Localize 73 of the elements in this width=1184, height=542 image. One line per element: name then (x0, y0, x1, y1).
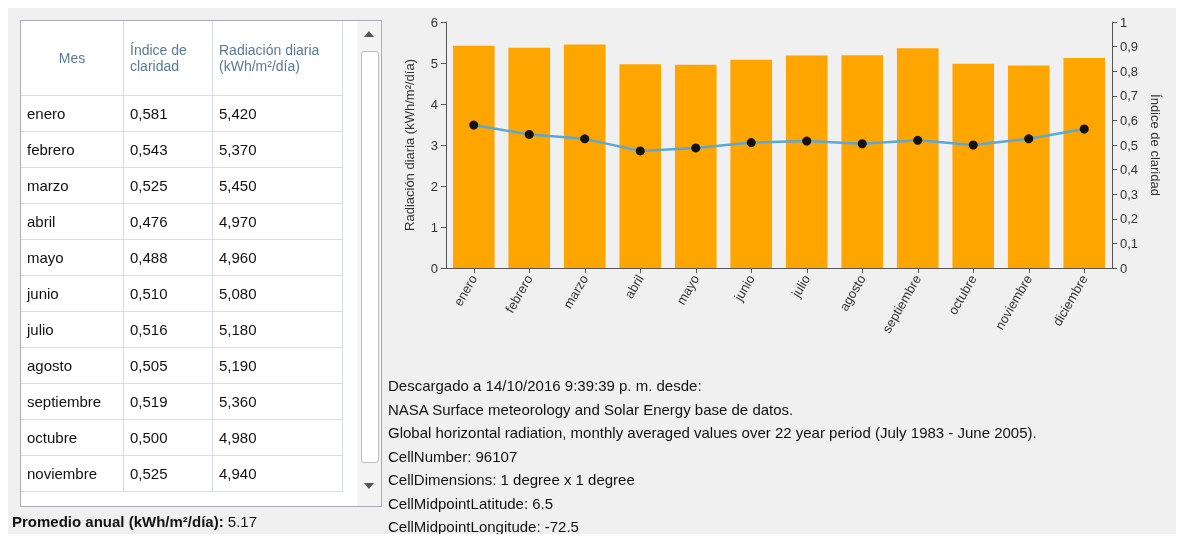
text: CellMidpointLatitude: 6.5 (388, 493, 555, 514)
y2-tick-label: 0,2 (1120, 211, 1139, 227)
y-tick-label: 6 (430, 14, 438, 30)
text: 5,080 (212, 275, 343, 312)
text: 5,450 (212, 167, 343, 204)
y2-tick-label: 0,6 (1120, 112, 1139, 128)
y2-tick-label: 0,5 (1120, 137, 1139, 153)
text: 4,960 (212, 239, 343, 276)
bar (730, 59, 773, 268)
text: 0,505 (123, 347, 213, 384)
y2-tick-label: 1 (1120, 14, 1128, 30)
bar (1007, 65, 1050, 268)
text: octubre (21, 419, 124, 456)
text: agosto (21, 347, 124, 384)
bar (1063, 58, 1106, 268)
text: Índice de claridad (123, 21, 213, 96)
bar (952, 63, 995, 268)
text: 5,370 (212, 131, 343, 168)
text: 0,500 (123, 419, 213, 456)
text: 5,180 (212, 311, 343, 348)
text: enero (21, 95, 124, 132)
text: 4,940 (212, 455, 343, 492)
text: 4,970 (212, 203, 343, 240)
text: 5,190 (212, 347, 343, 384)
text: mayo (21, 239, 124, 276)
text: NASA Surface meteorology and Solar Energy base de datos. (388, 399, 795, 420)
y-tick-label: 4 (430, 96, 438, 112)
text: 0,516 (123, 311, 213, 348)
text: febrero (21, 131, 124, 168)
y2-tick-label: 0,9 (1120, 39, 1139, 55)
text: Radiación diaria (kWh/m²/día) (212, 21, 343, 96)
bar (785, 55, 828, 268)
text: abril (21, 203, 124, 240)
text: noviembre (21, 455, 124, 492)
bar (896, 48, 939, 268)
bar (619, 64, 662, 268)
text: CellDimensions: 1 degree x 1 degree (388, 470, 636, 490)
bar (508, 47, 551, 268)
text: 0,519 (123, 383, 213, 420)
text: 0,543 (123, 131, 213, 168)
y2-tick-label: 0 (1120, 260, 1128, 276)
text: 0,525 (123, 167, 213, 204)
text: 0,476 (123, 203, 213, 240)
bar (452, 45, 495, 268)
text: 4,980 (212, 419, 343, 456)
y-tick-label: 0 (430, 260, 438, 276)
text: Mes (21, 21, 124, 96)
y2-tick-label: 0,3 (1120, 186, 1139, 202)
text: 0,510 (123, 275, 213, 312)
y2-tick-label: 0,1 (1120, 235, 1139, 251)
text: Global horizontal radiation, monthly averaged values over 22 year period (July 1983 - June 2005). (388, 423, 1037, 443)
y-tick-label: 3 (430, 137, 438, 153)
y2-axis-title: Índice de claridad (1147, 94, 1163, 196)
text: 0,488 (123, 239, 213, 276)
bar (563, 44, 606, 268)
text: 5,360 (212, 383, 343, 420)
text: septiembre (21, 383, 124, 420)
y-tick-label: 1 (430, 219, 438, 235)
bar (841, 55, 884, 268)
text: 0,525 (123, 455, 213, 492)
text: Descargado a 14/10/2016 9:39:39 p. m. desde: (388, 376, 703, 396)
bar (674, 64, 717, 268)
y2-tick-label: 0,7 (1120, 88, 1139, 104)
y-tick-label: 5 (430, 55, 438, 71)
y2-tick-label: 0,4 (1120, 162, 1139, 178)
text: 0,581 (123, 95, 213, 132)
text: CellNumber: 96107 (388, 446, 519, 467)
y-axis-title: Radiación diaria (kWh/m²/día) (402, 59, 417, 231)
text: marzo (21, 167, 124, 204)
text: 5,420 (212, 95, 343, 132)
y-tick-label: 2 (430, 178, 438, 194)
text: Promedio anual (kWh/m²/día): 5.17 (12, 513, 258, 530)
y2-tick-label: 0,8 (1120, 63, 1139, 79)
